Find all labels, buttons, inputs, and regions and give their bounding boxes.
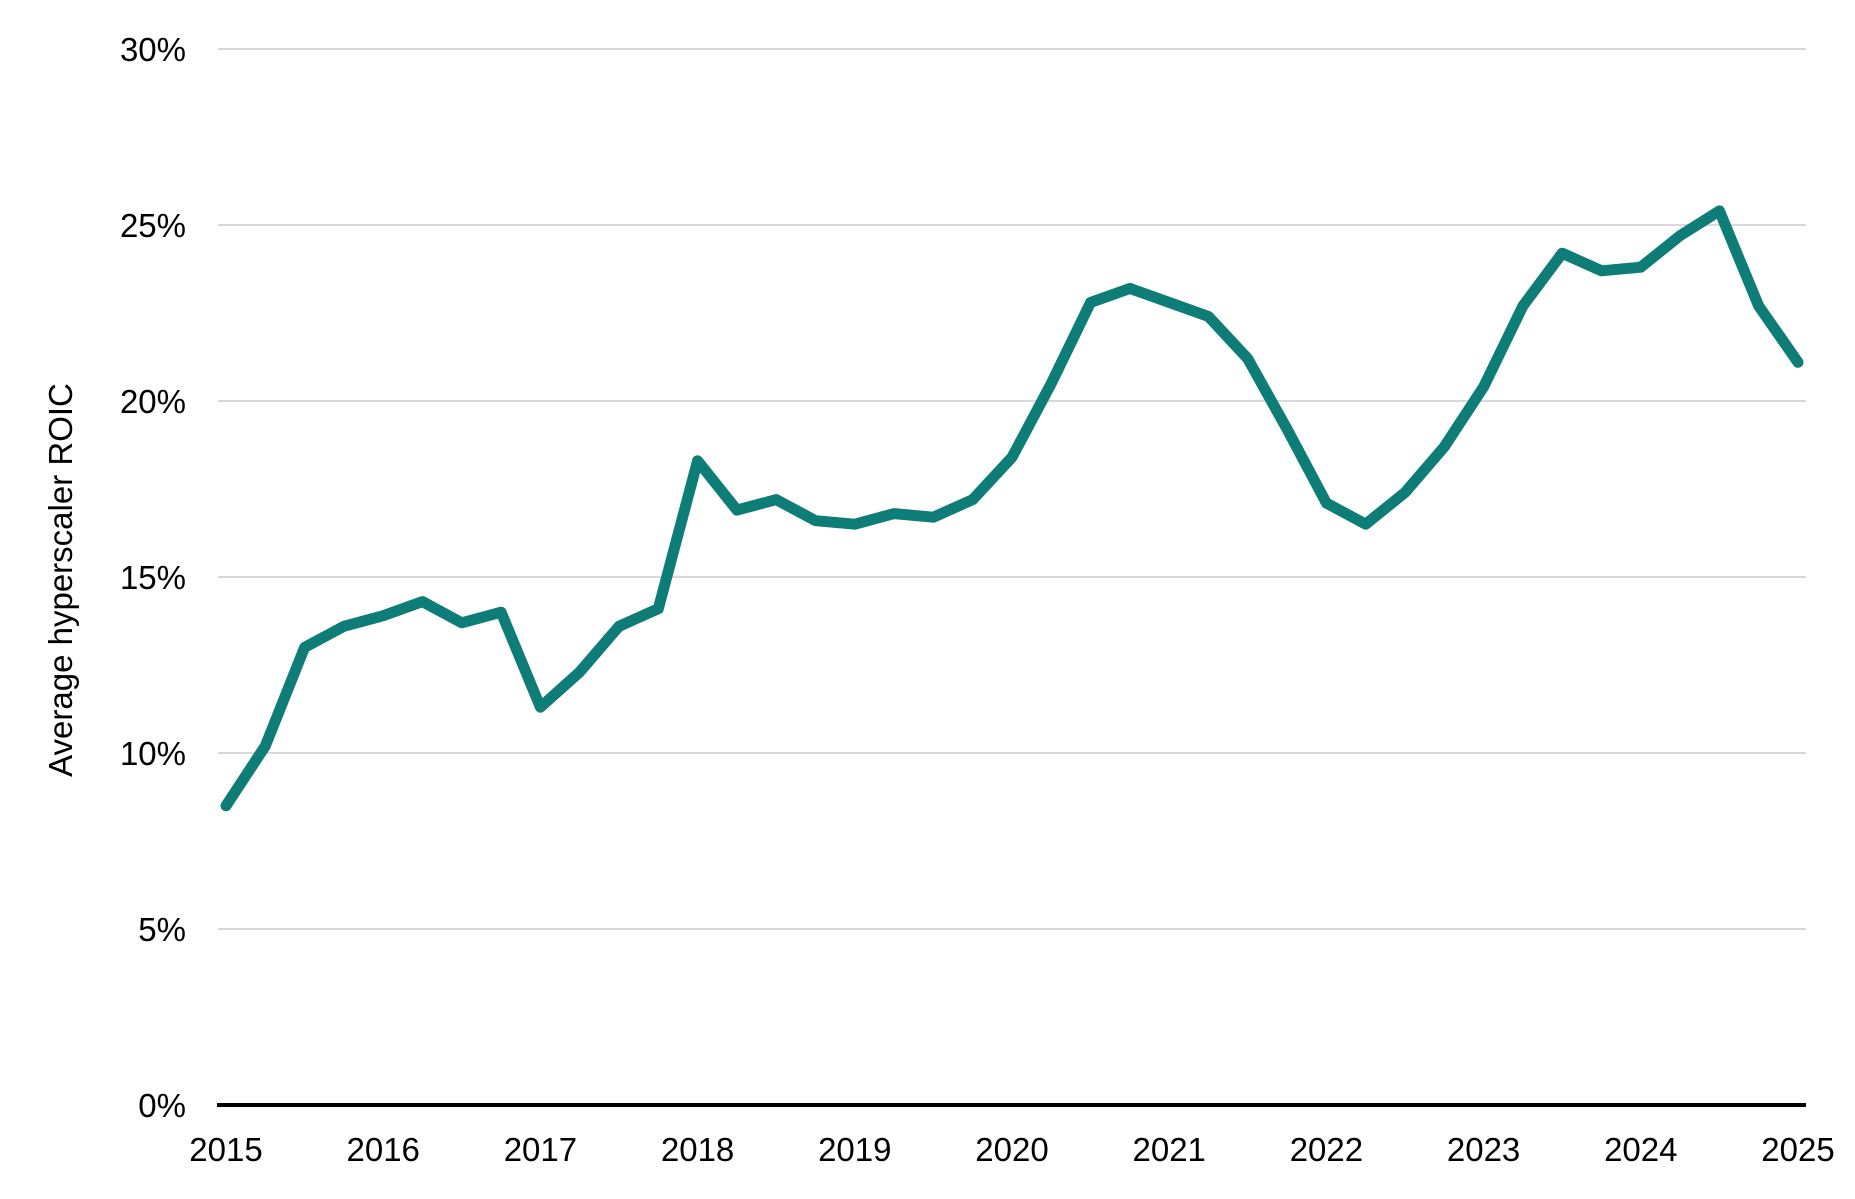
y-tick-label: 25%	[120, 207, 186, 244]
x-tick-label: 2015	[189, 1131, 262, 1168]
roic-line	[220, 205, 1804, 812]
x-tick-label: 2017	[504, 1131, 577, 1168]
x-tick-labels: 2015 2016 2017 2018 2019 2020 2021 2022 2023 2024…	[189, 1131, 1834, 1168]
y-axis-title: Average hyperscaler ROIC	[42, 383, 79, 777]
x-tick-label: 2018	[661, 1131, 734, 1168]
x-tick-label: 2025	[1761, 1131, 1834, 1168]
x-tick-label: 2021	[1132, 1131, 1205, 1168]
x-tick-label: 2022	[1290, 1131, 1363, 1168]
y-tick-label: 20%	[120, 383, 186, 420]
x-tick-label: 2023	[1447, 1131, 1520, 1168]
gridlines	[218, 48, 1806, 930]
x-tick-label: 2019	[818, 1131, 891, 1168]
x-tick-label: 2016	[346, 1131, 419, 1168]
y-tick-label: 5%	[138, 911, 186, 948]
x-tick-label: 2024	[1604, 1131, 1677, 1168]
y-tick-label: 15%	[120, 559, 186, 596]
y-tick-label: 10%	[120, 735, 186, 772]
y-tick-label: 30%	[120, 31, 186, 68]
y-tick-labels: 0% 5% 10% 15% 20% 25% 30%	[120, 31, 186, 1124]
y-tick-label: 0%	[138, 1087, 186, 1124]
x-tick-label: 2020	[975, 1131, 1048, 1168]
